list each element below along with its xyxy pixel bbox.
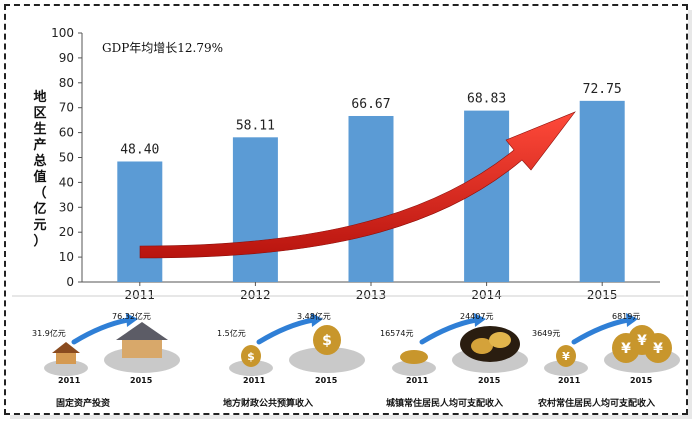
panel-year-2011: 2011 bbox=[243, 376, 266, 385]
base-2011 bbox=[44, 360, 88, 376]
bar-2013 bbox=[348, 115, 394, 282]
data-label-2012: 58.11 bbox=[236, 118, 275, 133]
currency-symbol: $ bbox=[322, 333, 332, 349]
panel-value-2015: 76.32亿元 bbox=[112, 312, 151, 321]
rise-arrow-head bbox=[126, 313, 138, 327]
currency-symbol: ¥ bbox=[637, 333, 647, 349]
y-tick-label: 60 bbox=[59, 126, 74, 140]
base-2011 bbox=[229, 360, 273, 376]
panel-value-2015: 3.48亿元 bbox=[297, 312, 331, 321]
data-label-2015: 72.75 bbox=[583, 82, 622, 97]
x-tick-label-2012: 2012 bbox=[240, 288, 271, 302]
y-tick-label: 40 bbox=[59, 175, 74, 189]
yuan-bag-icon bbox=[556, 345, 576, 367]
panel-caption: 城镇常住居民人均可支配收入 bbox=[386, 399, 504, 409]
panel-3-graphic bbox=[392, 313, 528, 376]
y-tick-label: 10 bbox=[59, 250, 74, 264]
yuan-bag-icon bbox=[644, 333, 672, 363]
y-tick-label: 0 bbox=[66, 275, 74, 289]
panel-value-2015: 6819元 bbox=[612, 312, 641, 321]
coin-stack-icon bbox=[400, 350, 428, 364]
y-tick-label: 70 bbox=[59, 101, 74, 115]
data-label-2013: 66.67 bbox=[351, 97, 390, 112]
panel-4-graphic: ¥ ¥ ¥ ¥ bbox=[544, 313, 680, 376]
panel-caption: 地方财政公共预算收入 bbox=[223, 399, 314, 409]
bar-2015 bbox=[579, 100, 625, 282]
panel-year-2015: 2015 bbox=[130, 376, 153, 385]
x-tick-label-2013: 2013 bbox=[356, 288, 387, 302]
rise-arrow bbox=[71, 317, 131, 345]
house-roof-icon bbox=[116, 322, 168, 340]
house-roof-icon bbox=[52, 342, 80, 353]
panel-value-2011: 3649元 bbox=[532, 329, 561, 338]
panel-year-2015: 2015 bbox=[315, 376, 338, 385]
panel-year-2015: 2015 bbox=[478, 376, 501, 385]
panel-year-2011: 2011 bbox=[58, 376, 81, 385]
y-tick-label: 100 bbox=[51, 26, 74, 40]
panel-caption: 固定资产投资 bbox=[56, 399, 111, 409]
base-2015 bbox=[289, 347, 365, 373]
data-label-2014: 68.83 bbox=[467, 92, 506, 107]
currency-symbol: ¥ bbox=[621, 341, 631, 357]
growth-annotation: GDP年均增长12.79% bbox=[102, 41, 223, 55]
panel-year-2011: 2011 bbox=[406, 376, 429, 385]
panel-value-2011: 31.9亿元 bbox=[32, 329, 66, 338]
x-tick-label-2014: 2014 bbox=[471, 288, 502, 302]
x-tick-label-2015: 2015 bbox=[587, 288, 618, 302]
y-tick-label: 30 bbox=[59, 200, 74, 214]
bar-2011 bbox=[117, 161, 163, 282]
y-tick-label: 90 bbox=[59, 51, 74, 65]
rise-arrow bbox=[571, 317, 631, 345]
dashed-frame bbox=[4, 4, 688, 415]
bar-2014 bbox=[464, 110, 510, 282]
growth-arrow bbox=[139, 111, 576, 259]
currency-symbol: ¥ bbox=[653, 341, 663, 357]
base-2011 bbox=[392, 360, 436, 376]
panel-year-2015: 2015 bbox=[630, 376, 653, 385]
y-tick-label: 80 bbox=[59, 76, 74, 90]
panel-value-2011: 1.5亿元 bbox=[217, 329, 246, 338]
rise-arrow-head bbox=[626, 313, 638, 327]
coin-icon bbox=[489, 332, 511, 348]
rise-arrow bbox=[419, 317, 479, 345]
panel-value-2011: 16574元 bbox=[380, 329, 414, 338]
y-tick-label: 50 bbox=[59, 151, 74, 165]
coin-icon bbox=[471, 338, 493, 354]
yuan-bag-icon bbox=[612, 333, 640, 363]
money-bag-icon bbox=[241, 345, 261, 367]
rise-arrow-head bbox=[474, 313, 486, 327]
panel-1-graphic bbox=[44, 313, 180, 376]
data-label-2011: 48.40 bbox=[120, 142, 159, 157]
panel-value-2015: 24407元 bbox=[460, 312, 494, 321]
house-icon bbox=[56, 352, 76, 364]
house-icon bbox=[122, 338, 162, 358]
bar-2012 bbox=[232, 137, 278, 282]
rise-arrow-head bbox=[311, 313, 323, 327]
panel-caption: 农村常住居民人均可支配收入 bbox=[538, 399, 656, 409]
money-bag-icon bbox=[313, 325, 341, 355]
panel-year-2011: 2011 bbox=[558, 376, 581, 385]
x-tick-label-2011: 2011 bbox=[125, 288, 156, 302]
currency-symbol: ¥ bbox=[562, 350, 570, 363]
currency-symbol: $ bbox=[247, 350, 255, 363]
base-2011 bbox=[544, 360, 588, 376]
y-tick-label: 20 bbox=[59, 225, 74, 239]
panel-2-graphic: $$ bbox=[229, 313, 365, 376]
y-axis-label: 地区生产总值（亿元） bbox=[33, 90, 47, 249]
rise-arrow bbox=[256, 317, 316, 345]
